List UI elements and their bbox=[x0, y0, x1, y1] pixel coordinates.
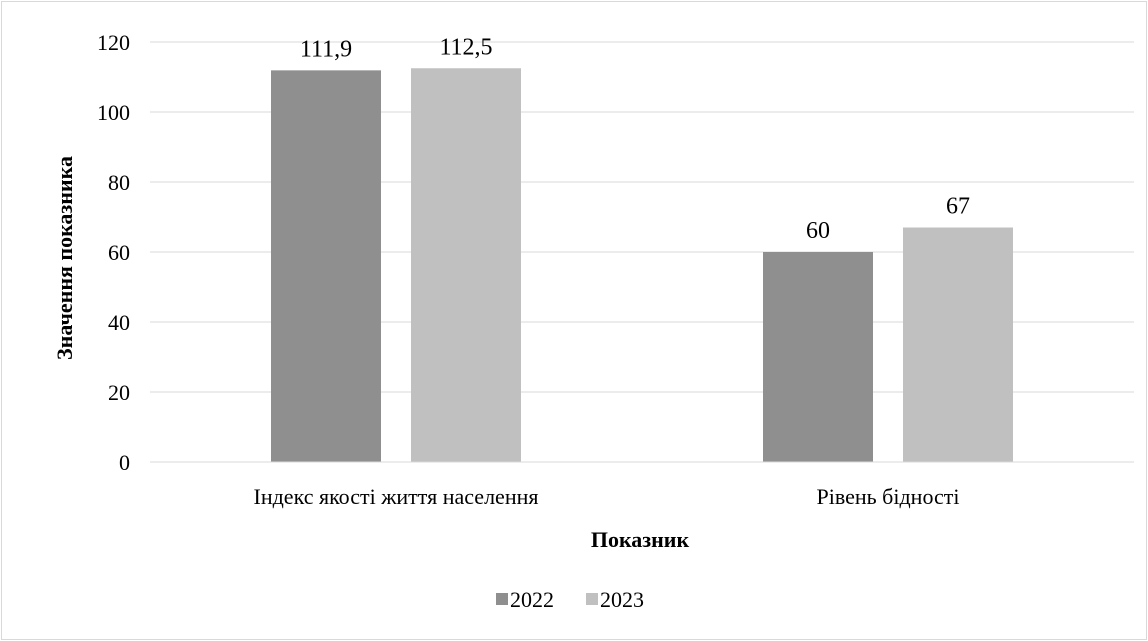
x-axis-categories: Індекс якості життя населення Рівень бідн… bbox=[254, 484, 960, 509]
x-category-label: Рівень бідності bbox=[817, 484, 960, 509]
y-tick-label: 120 bbox=[97, 30, 130, 55]
y-tick-label: 80 bbox=[108, 170, 130, 195]
y-tick-label: 40 bbox=[108, 310, 130, 335]
x-axis-title: Показник bbox=[591, 527, 690, 552]
legend-label: 2022 bbox=[510, 587, 554, 612]
bar-2022 bbox=[271, 70, 381, 462]
y-axis-title: Значення показника bbox=[52, 156, 77, 360]
bar-2023 bbox=[903, 227, 1013, 462]
y-axis-ticks: 0 20 40 60 80 100 120 bbox=[97, 30, 130, 475]
y-tick-label: 60 bbox=[108, 240, 130, 265]
data-label: 60 bbox=[806, 218, 830, 244]
x-category-label: Індекс якості життя населення bbox=[254, 484, 539, 509]
bar-2022 bbox=[763, 252, 873, 462]
data-label: 67 bbox=[946, 194, 970, 220]
data-label: 112,5 bbox=[439, 34, 492, 60]
y-tick-label: 20 bbox=[108, 380, 130, 405]
legend-swatch bbox=[586, 593, 598, 605]
bars bbox=[271, 68, 1013, 462]
legend-label: 2023 bbox=[600, 587, 644, 612]
data-label: 111,9 bbox=[300, 36, 352, 62]
data-labels: 111,9 112,5 60 67 bbox=[300, 34, 970, 244]
legend-swatch bbox=[496, 593, 508, 605]
y-tick-label: 100 bbox=[97, 100, 130, 125]
bar-2023 bbox=[411, 68, 521, 462]
legend: 2022 2023 bbox=[496, 587, 644, 612]
y-tick-label: 0 bbox=[119, 450, 130, 475]
